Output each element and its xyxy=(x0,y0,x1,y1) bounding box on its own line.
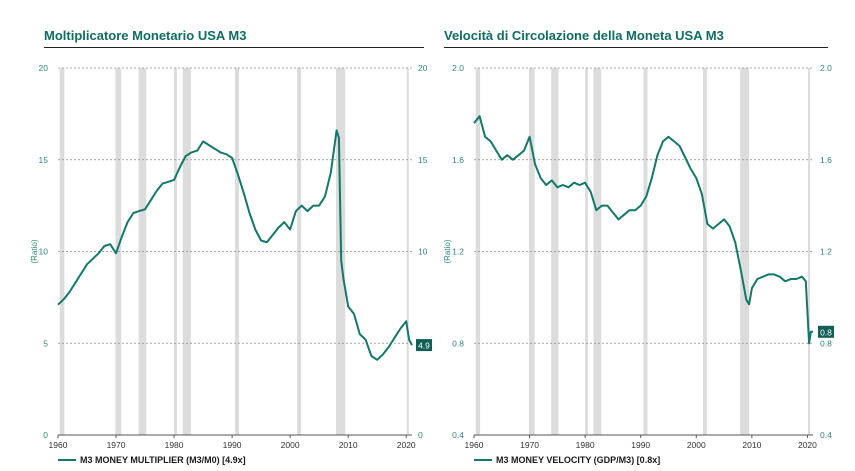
y-tick-label: 5 xyxy=(43,338,48,348)
y-tick-label-right: 0.8 xyxy=(820,338,832,348)
y-tick-label: 20 xyxy=(39,63,49,73)
velocity-chart-panel: Velocità di Circolazione della Moneta US… xyxy=(430,0,855,471)
recession-band xyxy=(807,68,810,435)
multiplier-chart-panel: Moltiplicatore Monetario USA M3 00551010… xyxy=(30,28,432,465)
chart-legend: M3 MONEY VELOCITY (GDP/M3) [0.8x] xyxy=(474,455,660,465)
recession-band xyxy=(235,68,240,435)
recession-band xyxy=(475,68,481,435)
chart-legend: M3 MONEY MULTIPLIER (M3/M0) [4.9x] xyxy=(58,455,246,465)
title-rule xyxy=(444,47,828,48)
x-tick-label: 1970 xyxy=(107,440,126,450)
y-tick-label: 0.8 xyxy=(452,338,464,348)
legend-line-swatch xyxy=(58,459,76,461)
y-tick-label-right: 0.4 xyxy=(820,430,832,440)
legend-label: M3 MONEY VELOCITY (GDP/M3) [0.8x] xyxy=(496,455,661,465)
y-tick-label-right: 15 xyxy=(418,155,428,165)
y-tick-label-right: 0 xyxy=(418,430,423,440)
legend-line-swatch xyxy=(474,459,492,461)
y-tick-label: 2.0 xyxy=(452,63,464,73)
y-tick-label-right: 20 xyxy=(418,63,428,73)
y-tick-label: 0 xyxy=(43,430,48,440)
recession-band xyxy=(643,68,648,435)
recession-band xyxy=(740,68,750,435)
y-axis-label: (Ratio) xyxy=(30,239,39,263)
x-tick-label: 1980 xyxy=(576,440,595,450)
recession-band xyxy=(593,68,602,435)
y-tick-label-right: 2.0 xyxy=(820,63,832,73)
x-tick-label: 1960 xyxy=(49,440,68,450)
multiplier-line-chart: 0055101015152020196019701980199020002010… xyxy=(30,63,432,450)
x-tick-label: 2010 xyxy=(339,440,358,450)
y-tick-label: 0.4 xyxy=(452,430,464,440)
title-rule xyxy=(44,47,424,48)
y-axis-label: (Ratio) xyxy=(443,239,452,263)
y-tick-label: 15 xyxy=(39,155,49,165)
x-tick-label: 1970 xyxy=(520,440,539,450)
x-tick-label: 1990 xyxy=(223,440,242,450)
last-value-label: 4.9 xyxy=(418,341,430,351)
y-tick-label: 1.6 xyxy=(452,155,464,165)
x-tick-label: 2010 xyxy=(742,440,761,450)
x-tick-label: 2000 xyxy=(281,440,300,450)
last-value-badge xyxy=(416,339,432,352)
y-tick-label: 10 xyxy=(39,247,49,257)
x-tick-label: 2020 xyxy=(397,440,416,450)
y-tick-label: 1.2 xyxy=(452,247,464,257)
series-line xyxy=(473,115,813,345)
x-tick-label: 1960 xyxy=(465,440,484,450)
y-tick-label-right: 1.2 xyxy=(820,247,832,257)
x-tick-label: 2000 xyxy=(687,440,706,450)
legend-label: M3 MONEY MULTIPLIER (M3/M0) [4.9x] xyxy=(80,455,246,465)
recession-band xyxy=(702,68,707,435)
chart-title: Velocità di Circolazione della Moneta US… xyxy=(444,28,724,43)
x-tick-label: 1980 xyxy=(165,440,184,450)
chart-title: Moltiplicatore Monetario USA M3 xyxy=(44,28,247,43)
series-line xyxy=(57,129,413,361)
x-tick-label: 2020 xyxy=(798,440,817,450)
x-tick-label: 1990 xyxy=(631,440,650,450)
last-value-label: 0.8 xyxy=(820,327,832,337)
y-tick-label-right: 10 xyxy=(418,247,428,257)
last-value-badge xyxy=(818,325,834,338)
y-tick-label-right: 1.6 xyxy=(820,155,832,165)
